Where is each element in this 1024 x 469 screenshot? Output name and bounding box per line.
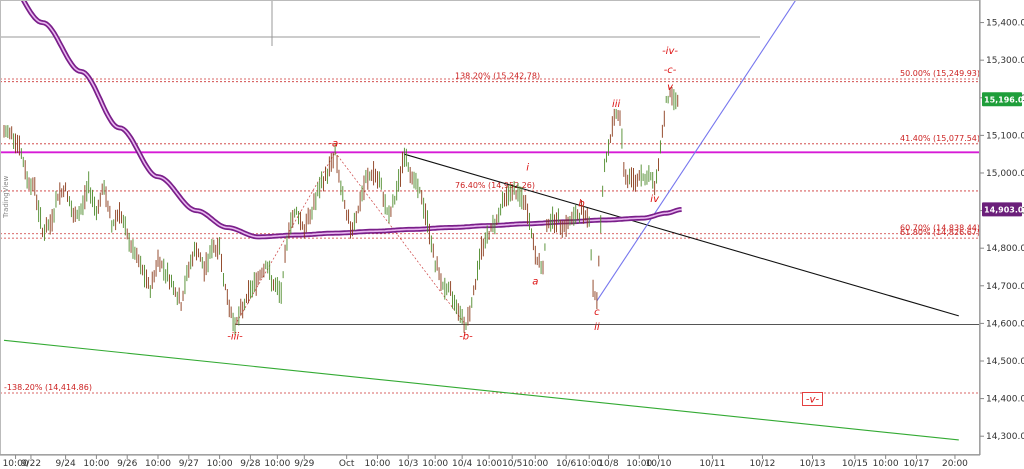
wave-connector (234, 152, 336, 326)
x-tick-label: 10:00 (422, 459, 448, 469)
y-tick-label: 14,300.00 (986, 432, 1024, 442)
x-tick-label: 10:00 (3, 459, 29, 469)
x-tick-label: 10:00 (264, 459, 290, 469)
wave-box-label: -v- (806, 394, 820, 405)
x-tick-label: 10:00 (576, 459, 602, 469)
x-tick-label: 10/13 (800, 459, 826, 469)
x-tick-label: 10:00 (522, 459, 548, 469)
price-badge-label: 14,903.05 (984, 205, 1024, 214)
downtrend-trendline (404, 153, 959, 317)
x-tick-label: 10/4 (452, 459, 472, 469)
wave-label: -iv- (662, 46, 678, 57)
fib-level-label: -138.20% (14,414.86) (4, 383, 92, 392)
wave-label: iii (612, 99, 621, 110)
tradingview-watermark: TradingView (2, 175, 10, 219)
x-tick-label: 10:00 (873, 459, 899, 469)
price-badge (982, 92, 1022, 107)
channel-trendline (3, 339, 959, 441)
y-tick-label: 15,000.00 (986, 169, 1024, 179)
wave-label: -a- (328, 138, 342, 149)
x-tick-label: 9/28 (240, 459, 260, 469)
wave-label: i (526, 163, 529, 174)
x-tick-label: 9/29 (294, 459, 314, 469)
wave-label: iv (650, 194, 660, 205)
x-tick-label: 10:00 (207, 459, 233, 469)
right-axis (979, 0, 1024, 469)
moving-average-inner (22, 0, 682, 238)
x-tick-label: 10/3 (398, 459, 418, 469)
y-tick-label: 14,400.00 (986, 395, 1024, 405)
x-axis-ticks: 10:009/22 9/24 10:00 9/26 10:00 9/27 10:00 9/28… (3, 455, 968, 469)
fib-level-label: 76.40% (14,952.26) (455, 181, 535, 190)
x-tick-label: 10/6 (556, 459, 576, 469)
wave-box (802, 392, 823, 406)
fib-level-label: 50.00% (15,249.93) (900, 69, 980, 78)
x-tick-label: 20:00 (942, 459, 968, 469)
x-tick-label: 10/12 (749, 459, 775, 469)
y-tick-label: 14,500.00 (986, 357, 1024, 367)
x-tick-label: 10:00 (626, 459, 652, 469)
x-tick-label: 10/5 (502, 459, 522, 469)
moving-average (20, 0, 682, 240)
wave-label: b (578, 198, 584, 209)
x-tick-label: 10:00 (83, 459, 109, 469)
x-tick-label: 10/11 (699, 459, 725, 469)
wave-label: -c- (664, 65, 677, 76)
x-tick-label: 9/27 (179, 459, 199, 469)
fib-level-label: 138.20% (15,242.78) (455, 72, 540, 81)
price-bars (3, 87, 679, 335)
x-tick-label: 9/24 (55, 459, 75, 469)
trend-lines (0, 0, 980, 441)
fib-level-label: 41.40% (15,077.54) (900, 134, 980, 143)
wave-label: a (532, 277, 538, 288)
wave-label: c (594, 307, 600, 318)
y-tick-label: 15,300.00 (986, 56, 1024, 66)
x-tick-label: 10/10 (646, 459, 672, 469)
x-tick-label: 10/15 (842, 459, 868, 469)
x-tick-label: 10:00 (476, 459, 502, 469)
x-tick-label: 10/8 (598, 459, 618, 469)
y-tick-label: 14,600.00 (986, 319, 1024, 329)
x-tick-label: Oct (339, 459, 355, 469)
wave-label: v (667, 82, 674, 93)
fib-level-label: 60.70% (14,838.44) (900, 224, 980, 233)
wave-label: ii (594, 322, 600, 333)
y-tick-label: 15,400.00 (986, 19, 1024, 29)
uptrend-trendline (596, 0, 797, 302)
wave-label: -iii- (227, 331, 243, 342)
x-tick-label: 9/26 (117, 459, 137, 469)
y-tick-label: 15,100.00 (986, 131, 1024, 141)
price-badges: 15,196.00 14,903.05 (982, 92, 1024, 217)
y-tick-label: 14,700.00 (986, 282, 1024, 292)
y-tick-label: 14,800.00 (986, 244, 1024, 254)
price-badge-label: 15,196.00 (984, 95, 1024, 104)
fib-level-label: 61.80% (14,826.67) (900, 228, 980, 237)
x-tick-label: 9/22 (21, 459, 41, 469)
x-tick-label: 10:00 (145, 459, 171, 469)
price-badge (982, 202, 1022, 217)
x-tick-label: 10/17 (903, 459, 929, 469)
wave-label: -b- (459, 331, 473, 342)
wave-connector (334, 152, 467, 326)
x-tick-label: 10:00 (364, 459, 390, 469)
